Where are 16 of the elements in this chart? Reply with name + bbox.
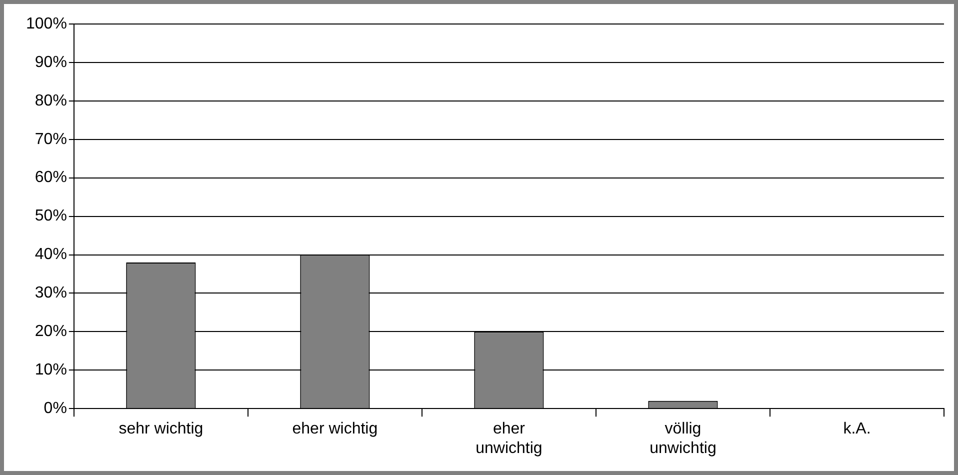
- x-tick-label: sehr wichtig: [118, 420, 204, 438]
- y-tick-label: 50%: [34, 208, 67, 225]
- y-tick-label: 30%: [34, 284, 67, 302]
- x-tick-label: eher wichtig: [292, 420, 378, 438]
- x-tick-label: völlig unwichtig: [650, 420, 716, 457]
- y-tick-label: 80%: [34, 92, 67, 110]
- y-tick-label: 70%: [34, 130, 67, 148]
- y-tick-label: 0%: [44, 400, 67, 418]
- y-tick-label: 40%: [34, 246, 67, 264]
- y-tick-label: 20%: [34, 323, 67, 340]
- y-tick-label: 10%: [34, 362, 67, 379]
- x-tick-label: eher unwichtig: [476, 420, 542, 457]
- x-tick-label: k.A.: [843, 420, 871, 438]
- y-tick-label: 60%: [34, 169, 67, 186]
- y-tick-label: 90%: [34, 54, 67, 71]
- y-tick-label: 100%: [26, 15, 67, 32]
